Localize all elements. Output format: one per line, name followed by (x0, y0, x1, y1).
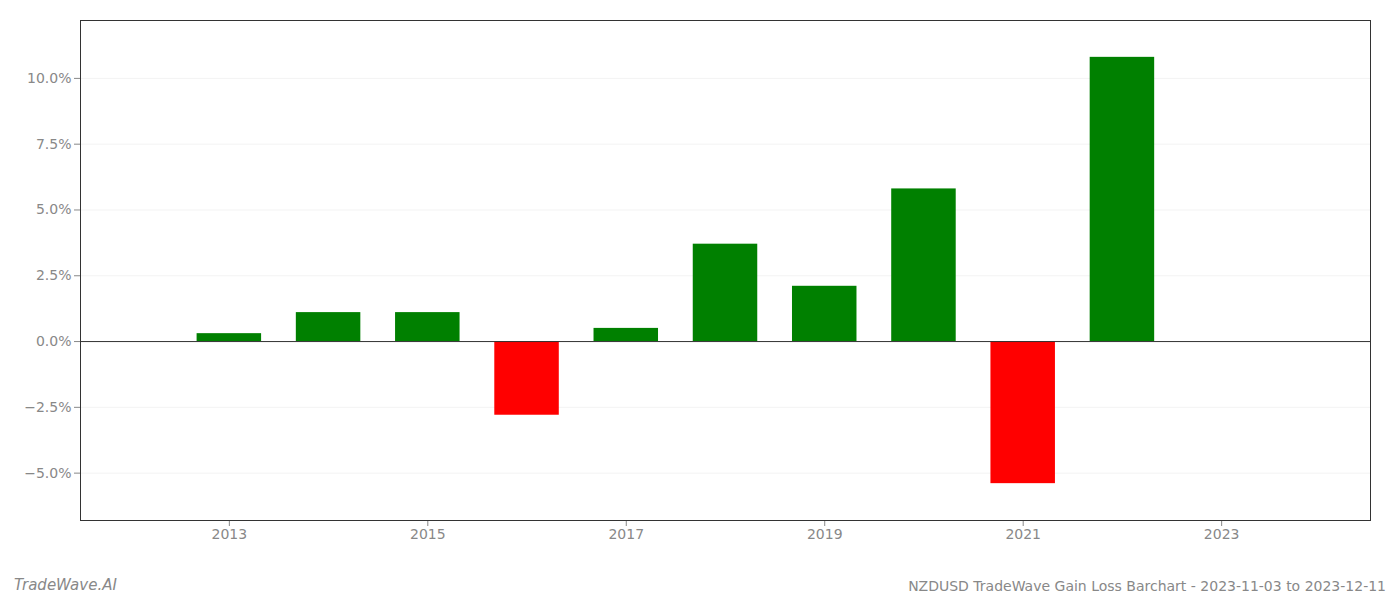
svg-text:2023: 2023 (1204, 526, 1240, 542)
svg-text:2019: 2019 (807, 526, 843, 542)
svg-text:0.0%: 0.0% (36, 333, 72, 349)
svg-text:5.0%: 5.0% (36, 201, 72, 217)
html-text:TradeWave.AI: TradeWave.AI (14, 576, 117, 594)
svg-text:2.5%: 2.5% (36, 267, 72, 283)
svg-text:−5.0%: −5.0% (24, 465, 71, 481)
html-text:NZDUSD TradeWave Gain Loss Bar: NZDUSD TradeWave Gain Loss Barchart - 20… (908, 578, 1386, 594)
svg-text:2021: 2021 (1005, 526, 1041, 542)
svg-text:−2.5%: −2.5% (24, 399, 71, 415)
svg-text:2013: 2013 (212, 526, 248, 542)
svg-text:10.0%: 10.0% (27, 70, 71, 86)
svg-text:7.5%: 7.5% (36, 136, 72, 152)
svg-text:2015: 2015 (410, 526, 446, 542)
svg-text:2017: 2017 (608, 526, 644, 542)
